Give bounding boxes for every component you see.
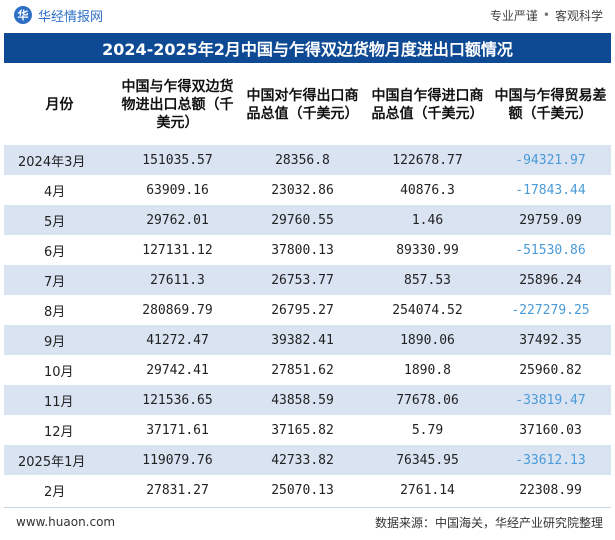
cell-balance: 25960.82 (490, 355, 611, 385)
cell-total: 127131.12 (115, 235, 240, 265)
cell-total: 27831.27 (115, 475, 240, 505)
cell-month: 12月 (4, 415, 115, 445)
cell-month: 11月 (4, 385, 115, 415)
brand-name: 华经情报网 (38, 9, 104, 25)
cell-export: 37800.13 (240, 235, 365, 265)
tagline: 专业严谨 • 客观科学 (490, 7, 603, 24)
cell-total: 119079.76 (115, 445, 240, 475)
table-row: 10月 29742.41 27851.62 1890.8 25960.82 (4, 355, 611, 385)
footer: www.huaon.com 数据来源：中国海关，华经产业研究院整理 (0, 508, 615, 536)
table-header-row: 月份 中国与乍得双边货物进出口总额（千美元） 中国对乍得出口商品总值（千美元） … (4, 64, 611, 145)
cell-month: 8月 (4, 295, 115, 325)
table-row: 12月 37171.61 37165.82 5.79 37160.03 (4, 415, 611, 445)
cell-month: 4月 (4, 175, 115, 205)
cell-total: 29762.01 (115, 205, 240, 235)
cell-total: 27611.3 (115, 265, 240, 295)
cell-balance: -227279.25 (490, 295, 611, 325)
cell-total: 37171.61 (115, 415, 240, 445)
top-bar: 华 华经情报网 专业严谨 • 客观科学 (0, 0, 615, 30)
cell-import: 122678.77 (365, 145, 490, 175)
cell-balance: -17843.44 (490, 175, 611, 205)
cell-import: 1890.8 (365, 355, 490, 385)
data-table-container: 月份 中国与乍得双边货物进出口总额（千美元） 中国对乍得出口商品总值（千美元） … (4, 64, 611, 505)
cell-total: 29742.41 (115, 355, 240, 385)
table-row: 4月 63909.16 23032.86 40876.3 -17843.44 (4, 175, 611, 205)
cell-export: 42733.82 (240, 445, 365, 475)
cell-total: 151035.57 (115, 145, 240, 175)
cell-total: 280869.79 (115, 295, 240, 325)
header-month: 月份 (45, 96, 74, 113)
cell-import: 40876.3 (365, 175, 490, 205)
cell-balance: -33612.13 (490, 445, 611, 475)
cell-import: 76345.95 (365, 445, 490, 475)
table-row: 2025年1月 119079.76 42733.82 76345.95 -33612.1… (4, 445, 611, 475)
data-table: 月份 中国与乍得双边货物进出口总额（千美元） 中国对乍得出口商品总值（千美元） … (4, 64, 611, 505)
tagline-left: 专业严谨 (489, 8, 538, 23)
table-row: 2月 27831.27 25070.13 2761.14 22308.99 (4, 475, 611, 505)
table-body: 2024年3月 151035.57 28356.8 122678.77 -94321.9… (4, 145, 611, 505)
cell-month: 2025年1月 (4, 445, 115, 475)
header-import: 中国自乍得进口商品总值（千美元） (371, 87, 484, 122)
cell-total: 41272.47 (115, 325, 240, 355)
brand-logo-icon: 华 (14, 6, 32, 24)
cell-total: 63909.16 (115, 175, 240, 205)
cell-balance: 22308.99 (490, 475, 611, 505)
cell-export: 26753.77 (240, 265, 365, 295)
table-row: 6月 127131.12 37800.13 89330.99 -51530.86 (4, 235, 611, 265)
cell-import: 77678.06 (365, 385, 490, 415)
header-balance: 中国与乍得贸易差额（千美元） (494, 87, 607, 122)
cell-import: 254074.52 (365, 295, 490, 325)
cell-total: 121536.65 (115, 385, 240, 415)
table-row: 5月 29762.01 29760.55 1.46 29759.09 (4, 205, 611, 235)
tagline-right: 客观科学 (554, 8, 603, 23)
cell-export: 43858.59 (240, 385, 365, 415)
cell-export: 28356.8 (240, 145, 365, 175)
cell-export: 23032.86 (240, 175, 365, 205)
cell-month: 5月 (4, 205, 115, 235)
table-row: 8月 280869.79 26795.27 254074.52 -227279.25 (4, 295, 611, 325)
cell-import: 857.53 (365, 265, 490, 295)
cell-export: 39382.41 (240, 325, 365, 355)
cell-export: 29760.55 (240, 205, 365, 235)
header-total: 中国与乍得双边货物进出口总额（千美元） (121, 78, 234, 131)
cell-export: 27851.62 (240, 355, 365, 385)
cell-export: 37165.82 (240, 415, 365, 445)
cell-balance: 25896.24 (490, 265, 611, 295)
cell-month: 6月 (4, 235, 115, 265)
table-row: 11月 121536.65 43858.59 77678.06 -33819.47 (4, 385, 611, 415)
footer-divider (4, 507, 611, 508)
cell-month: 2月 (4, 475, 115, 505)
footer-source: 数据来源：中国海关，华经产业研究院整理 (374, 515, 603, 530)
cell-balance: 37492.35 (490, 325, 611, 355)
cell-balance: 37160.03 (490, 415, 611, 445)
cell-import: 1.46 (365, 205, 490, 235)
cell-month: 10月 (4, 355, 115, 385)
cell-month: 2024年3月 (4, 145, 115, 175)
cell-export: 25070.13 (240, 475, 365, 505)
cell-export: 26795.27 (240, 295, 365, 325)
brand[interactable]: 华 华经情报网 (14, 6, 103, 25)
footer-url-link[interactable]: www.huaon.com (16, 515, 116, 529)
cell-import: 5.79 (365, 415, 490, 445)
cell-balance: -94321.97 (490, 145, 611, 175)
table-row: 2024年3月 151035.57 28356.8 122678.77 -94321.9… (4, 145, 611, 175)
table-row: 9月 41272.47 39382.41 1890.06 37492.35 (4, 325, 611, 355)
cell-import: 89330.99 (365, 235, 490, 265)
table-row: 7月 27611.3 26753.77 857.53 25896.24 (4, 265, 611, 295)
cell-import: 1890.06 (365, 325, 490, 355)
cell-balance: 29759.09 (490, 205, 611, 235)
cell-balance: -51530.86 (490, 235, 611, 265)
cell-import: 2761.14 (365, 475, 490, 505)
cell-month: 7月 (4, 265, 115, 295)
cell-balance: -33819.47 (490, 385, 611, 415)
tagline-separator-icon: • (542, 8, 550, 22)
table-title: 2024-2025年2月中国与乍得双边货物月度进出口额情况 (4, 33, 611, 63)
cell-month: 9月 (4, 325, 115, 355)
header-export: 中国对乍得出口商品总值（千美元） (246, 87, 359, 122)
